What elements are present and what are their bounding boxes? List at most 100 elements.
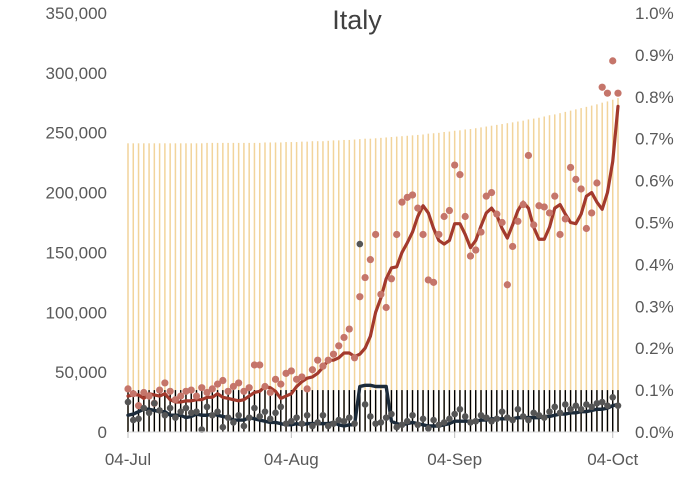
positivity-dot xyxy=(593,179,601,187)
tests-bar xyxy=(258,142,261,432)
positivity-dot xyxy=(440,212,448,221)
secondary-dot xyxy=(187,409,195,417)
positivity-dot xyxy=(372,230,380,239)
positivity-dot xyxy=(414,204,422,212)
secondary-dot xyxy=(177,408,184,415)
secondary-dot xyxy=(609,393,617,401)
secondary-bar xyxy=(380,390,382,432)
tests-bar xyxy=(554,114,556,433)
secondary-dot xyxy=(319,411,327,419)
tests-bar xyxy=(132,143,135,432)
secondary-dot xyxy=(467,419,474,426)
secondary-dot xyxy=(540,414,548,421)
secondary-dot xyxy=(377,419,385,426)
tests-bar xyxy=(316,141,319,432)
secondary-bar xyxy=(269,390,271,432)
positivity-dot xyxy=(303,385,311,393)
positivity-dot xyxy=(477,228,485,236)
positivity-dot xyxy=(203,388,211,397)
tests-bar xyxy=(285,142,287,433)
positivity-dot xyxy=(340,333,348,342)
positivity-dot xyxy=(187,386,195,394)
positivity-dot xyxy=(603,89,612,97)
positivity-dot xyxy=(540,203,548,211)
tests-bar xyxy=(580,108,582,433)
positivity-dot xyxy=(382,303,390,312)
secondary-dot xyxy=(356,240,364,248)
secondary-dot xyxy=(172,414,179,421)
chart-title: Italy xyxy=(332,5,382,35)
secondary-dot xyxy=(604,402,611,409)
secondary-dot xyxy=(151,399,158,407)
tests-bar xyxy=(153,143,156,432)
tests-bar xyxy=(179,143,182,432)
secondary-dot xyxy=(477,411,485,419)
y2-tick-label: 0.4% xyxy=(635,255,674,274)
positivity-line xyxy=(126,104,620,404)
positivity-dot xyxy=(614,89,622,97)
secondary-bar xyxy=(206,390,208,432)
positivity-dot xyxy=(314,356,322,364)
tests-bar xyxy=(406,135,408,432)
tests-bar xyxy=(311,141,314,432)
tests-bar xyxy=(543,116,545,433)
tests-bar xyxy=(290,142,293,433)
positivity-dot xyxy=(171,396,180,404)
tests-bar xyxy=(206,142,208,432)
tests-bar xyxy=(274,142,277,432)
positivity-dot xyxy=(366,256,374,264)
tests-bar xyxy=(248,142,250,432)
positivity-dot xyxy=(329,350,338,358)
secondary-dot xyxy=(530,409,537,417)
positivity-dot xyxy=(398,198,406,206)
positivity-dot xyxy=(514,217,522,225)
secondary-bar xyxy=(348,390,350,432)
positivity-dot xyxy=(393,230,401,239)
positivity-dot xyxy=(245,384,253,392)
tests-bar xyxy=(237,142,240,432)
secondary-dot xyxy=(145,409,153,417)
secondary-dot xyxy=(161,411,169,419)
secondary-bar xyxy=(538,390,540,432)
tests-bar xyxy=(596,104,598,432)
positivity-dot xyxy=(192,392,201,400)
tests-bar xyxy=(127,143,129,432)
secondary-bar xyxy=(306,390,308,432)
tests-bar xyxy=(490,125,493,433)
secondary-bar xyxy=(280,390,282,432)
secondary-dot xyxy=(124,398,132,406)
tests-bar xyxy=(501,124,503,432)
tests-bar xyxy=(327,140,329,433)
tests-bar xyxy=(137,143,140,432)
tests-bar xyxy=(390,137,393,432)
tests-bar xyxy=(617,98,619,432)
positivity-dot xyxy=(219,376,227,385)
secondary-bar xyxy=(364,390,366,432)
positivity-dot xyxy=(419,230,427,239)
positivity-dot xyxy=(266,388,274,397)
tests-bar xyxy=(338,140,340,432)
positivity-dot xyxy=(456,171,464,179)
positivity-dot xyxy=(387,275,396,283)
secondary-bar xyxy=(480,390,482,432)
positivity-dot xyxy=(493,210,501,218)
secondary-bar xyxy=(527,390,530,432)
secondary-dot xyxy=(361,401,369,408)
tests-bar xyxy=(506,123,509,432)
positivity-dot xyxy=(472,246,480,254)
secondary-bar xyxy=(469,390,472,432)
secondary-bar xyxy=(601,390,603,432)
positivity-dot xyxy=(271,375,280,383)
secondary-bar xyxy=(322,390,324,432)
secondary-bar xyxy=(575,390,577,432)
tests-bar xyxy=(374,138,377,432)
secondary-dot xyxy=(261,408,269,415)
y-tick-label: 50,000 xyxy=(55,363,107,382)
tests-bar xyxy=(280,142,282,432)
secondary-bar xyxy=(522,390,524,432)
tests-bar xyxy=(485,126,488,433)
secondary-bar xyxy=(464,390,466,432)
secondary-dot xyxy=(456,405,464,413)
secondary-bar xyxy=(311,390,314,432)
